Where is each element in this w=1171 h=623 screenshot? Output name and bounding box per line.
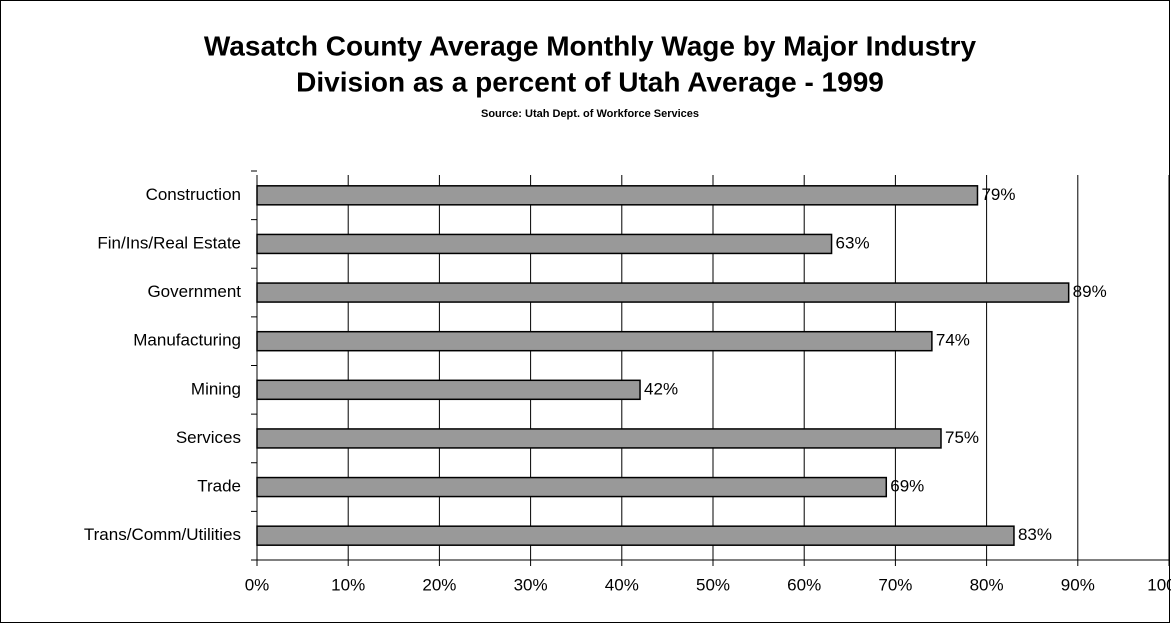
data-label: 69% [890, 477, 924, 496]
x-tick-label: 40% [605, 575, 639, 594]
x-tick-label: 70% [878, 575, 912, 594]
bar [256, 525, 1015, 546]
x-tick-label: 50% [696, 575, 730, 594]
chart-title: Wasatch County Average Monthly Wage by M… [204, 30, 977, 61]
x-tick-label: 20% [422, 575, 456, 594]
y-tick-label: Services [176, 428, 241, 447]
y-tick-label: Mining [191, 379, 241, 398]
chart-subtitle: Source: Utah Dept. of Workforce Services [481, 108, 699, 120]
y-tick-label: Manufacturing [133, 331, 241, 350]
x-tick-label: 0% [245, 575, 270, 594]
data-label: 83% [1018, 525, 1052, 544]
x-tick-label: 60% [787, 575, 821, 594]
data-label: 79% [981, 185, 1015, 204]
bar [256, 379, 641, 401]
x-tick-label: 80% [970, 575, 1004, 594]
bar [256, 185, 979, 206]
chart-title: Division as a percent of Utah Average - … [296, 66, 884, 97]
x-tick-label: 10% [331, 575, 365, 594]
bar [256, 282, 1070, 303]
bar [256, 330, 933, 352]
bar [256, 233, 833, 255]
bar [256, 476, 888, 498]
y-tick-label: Government [147, 282, 241, 301]
y-tick-label: Construction [146, 185, 241, 204]
x-tick-label: 90% [1061, 575, 1095, 594]
bar [256, 428, 942, 449]
data-label: 75% [945, 428, 979, 447]
x-tick-label: 100% [1147, 575, 1171, 594]
data-label: 63% [836, 233, 870, 252]
y-tick-label: Fin/Ins/Real Estate [97, 233, 241, 252]
data-label: 74% [936, 331, 970, 350]
x-tick-label: 30% [514, 575, 548, 594]
data-label: 89% [1073, 282, 1107, 301]
y-tick-label: Trade [197, 477, 241, 496]
y-tick-label: Trans/Comm/Utilities [84, 525, 241, 544]
data-label: 42% [644, 379, 678, 398]
